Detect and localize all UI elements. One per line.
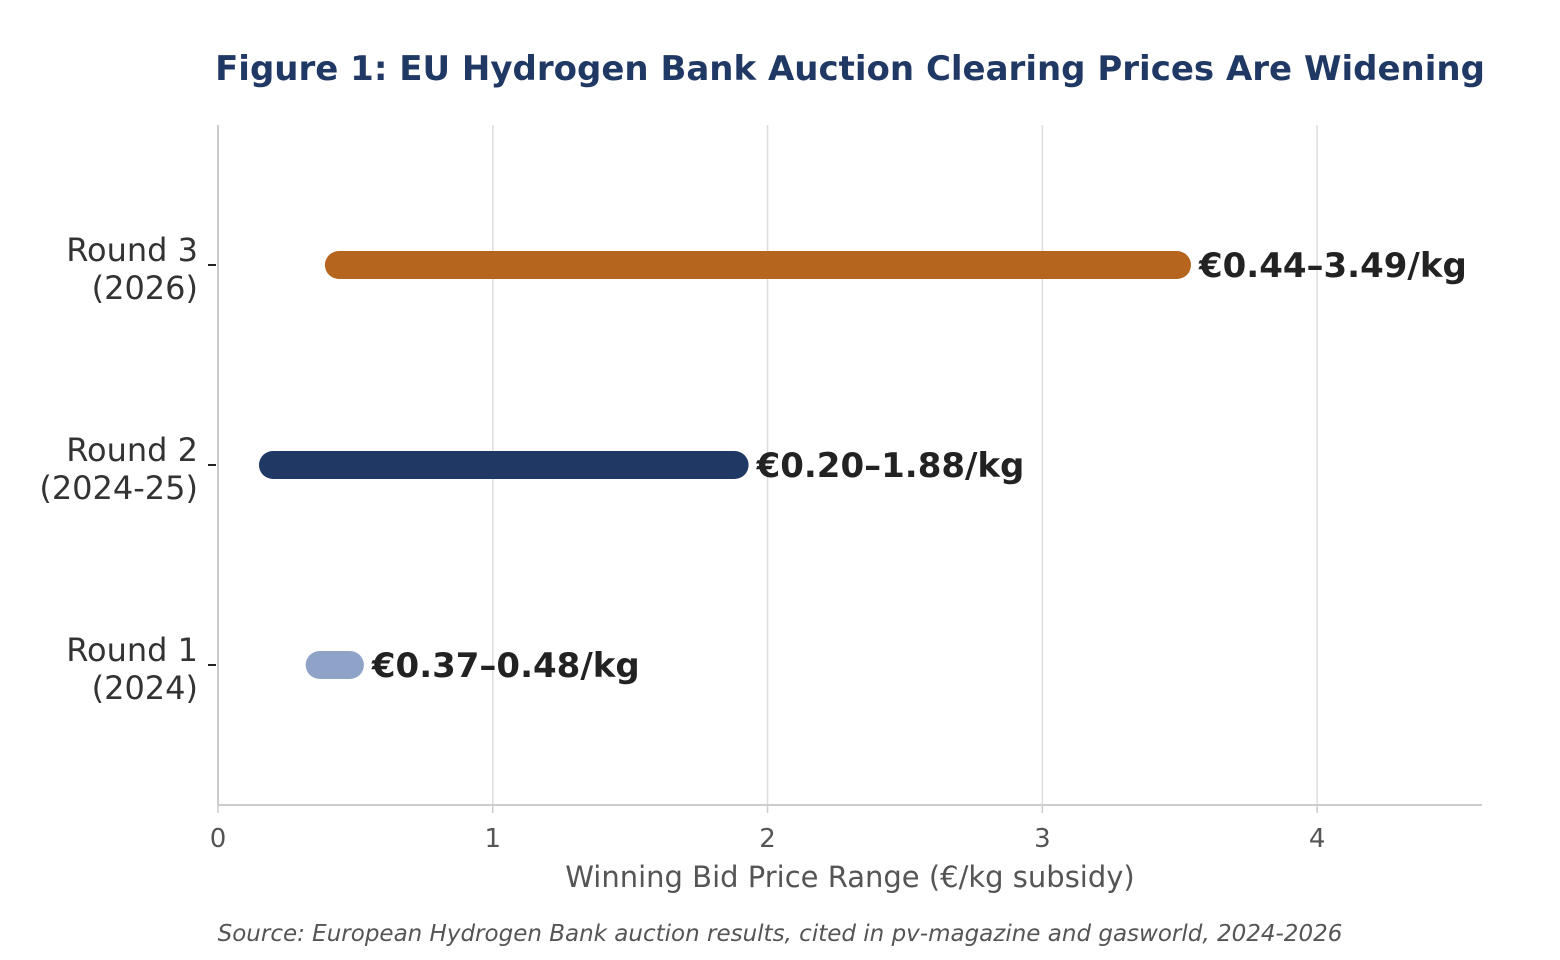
category-label-line: Round 1 [66,631,198,669]
category-labels: Round 3 (2026) €0.44–3.49/kg Round 2 (2024-2… [39,231,1466,707]
category-label-line: (2024) [92,669,198,707]
x-tick-label-2: 2 [759,824,776,854]
source-note: Source: European Hydrogen Bank auction r… [218,921,1343,947]
category-label-line: (2024-25) [39,469,198,507]
category-label-line: (2026) [92,269,198,307]
x-tick-label-1: 1 [485,824,502,854]
data-label-1: €0.20–1.88/kg [756,446,1025,486]
chart-title: Figure 1: EU Hydrogen Bank Auction Clear… [215,49,1485,89]
category-label-0: Round 3 (2026) [66,231,198,307]
range-bar-0 [324,251,1191,279]
range-bar-2 [305,651,364,679]
x-tick-label-3: 3 [1034,824,1051,854]
axes: 0 1 2 3 4 [208,125,1482,854]
x-axis-title: Winning Bid Price Range (€/kg subsidy) [565,860,1135,894]
x-tick-label-4: 4 [1309,824,1326,854]
category-label-line: Round 2 [66,431,198,469]
range-bars [258,251,1191,679]
data-label-0: €0.44–3.49/kg [1198,246,1467,286]
range-bar-1 [258,451,749,479]
data-label-2: €0.37–0.48/kg [371,646,640,686]
category-label-line: Round 3 [66,231,198,269]
category-label-2: Round 1 (2024) [66,631,198,707]
category-label-1: Round 2 (2024-25) [39,431,198,507]
x-tick-label-0: 0 [210,824,227,854]
